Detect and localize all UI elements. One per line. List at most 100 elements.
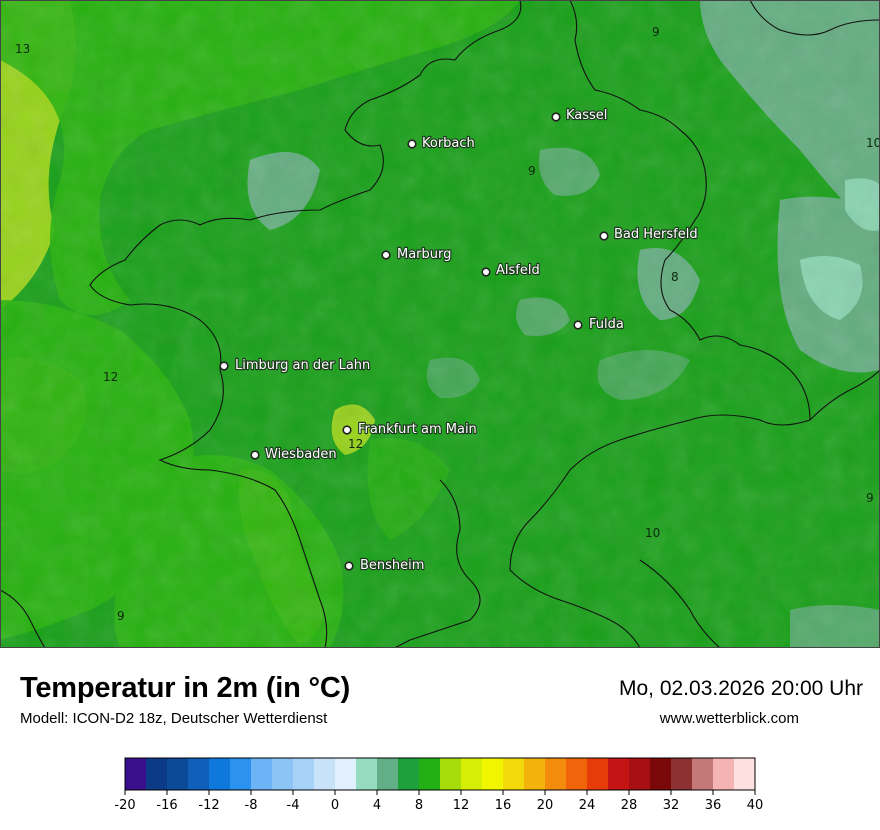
- isoline-label: 10: [866, 136, 880, 150]
- legend-swatch: [482, 758, 504, 790]
- city-korbach[interactable]: Korbach: [407, 135, 476, 152]
- city-label: Marburg: [397, 247, 451, 262]
- legend-swatch: [713, 758, 735, 790]
- legend-swatch: [650, 758, 672, 790]
- legend-swatch: [692, 758, 714, 790]
- city-dot: [250, 450, 260, 460]
- legend-swatch: [671, 758, 693, 790]
- legend-swatch: [146, 758, 168, 790]
- city-label: Frankfurt am Main: [358, 422, 477, 437]
- legend-swatch: [167, 758, 189, 790]
- legend-swatch: [545, 758, 567, 790]
- city-label: Fulda: [589, 317, 624, 332]
- legend-swatch: [335, 758, 357, 790]
- map-texture: [0, 0, 880, 648]
- hesse-border-east: [509, 0, 811, 648]
- isoline-label: 8: [671, 270, 679, 284]
- legend-swatch: [230, 758, 252, 790]
- legend-swatches: [124, 757, 756, 791]
- website-link[interactable]: www.wetterblick.com: [659, 710, 799, 727]
- legend-ticks: -20 -16 -12 -8 -4 0 4 8 12 16 20 24 28 32 36 40: [114, 790, 763, 813]
- isoline-label: 9: [652, 25, 660, 39]
- isoline-label: 10: [645, 526, 660, 540]
- legend-tick-label: 24: [579, 798, 596, 813]
- west-border: [0, 589, 46, 648]
- city-label: Kassel: [566, 108, 607, 123]
- isoline-label: 9: [117, 609, 125, 623]
- legend-swatch: [272, 758, 294, 790]
- color-legend: -20 -16 -12 -8 -4 0 4 8 12 16 20 24 28 32 36 40: [114, 757, 763, 813]
- isoline-labels: 13 9 10 9 8 12 12 9 10 9: [15, 25, 880, 623]
- legend-swatch: [629, 758, 651, 790]
- city-dot: [219, 361, 229, 371]
- legend-swatch: [734, 758, 756, 790]
- legend-swatch: [356, 758, 378, 790]
- legend-tick-label: 28: [621, 798, 638, 813]
- city-markers: Kassel Korbach Bad Hersfeld Marburg Alsf…: [219, 107, 699, 574]
- isoline-label: 12: [348, 437, 363, 451]
- east-border-lower: [809, 369, 880, 421]
- legend-swatch: [461, 758, 483, 790]
- legend-tick-label: 0: [331, 798, 339, 813]
- south-east-border: [639, 559, 721, 648]
- east-border: [749, 0, 880, 36]
- isoline-label: 9: [866, 491, 874, 505]
- legend-tick-label: -20: [114, 798, 135, 813]
- legend-tick-label: 12: [453, 798, 470, 813]
- legend-swatch: [566, 758, 588, 790]
- legend-tick-label: -16: [156, 798, 177, 813]
- legend-swatch: [608, 758, 630, 790]
- city-marburg[interactable]: Marburg: [381, 246, 453, 263]
- legend-tick-label: -12: [198, 798, 219, 813]
- legend-tick-label: -8: [245, 798, 258, 813]
- city-alsfeld[interactable]: Alsfeld: [481, 262, 541, 279]
- city-label: Bensheim: [360, 558, 424, 573]
- south-border: [394, 479, 481, 648]
- state-borders: [0, 0, 880, 648]
- isoline-label: 13: [15, 42, 30, 56]
- city-label: Korbach: [422, 136, 475, 151]
- legend-swatch: [314, 758, 336, 790]
- legend-swatch: [251, 758, 273, 790]
- city-frankfurt[interactable]: Frankfurt am Main: [342, 421, 478, 438]
- city-bensheim[interactable]: Bensheim: [344, 557, 426, 574]
- city-dot: [551, 112, 561, 122]
- city-bad-hersfeld[interactable]: Bad Hersfeld: [599, 226, 699, 243]
- legend-swatch: [398, 758, 420, 790]
- city-dot: [342, 425, 352, 435]
- city-label: Bad Hersfeld: [614, 227, 698, 242]
- city-dot: [481, 267, 491, 277]
- hesse-border: [89, 0, 522, 648]
- legend-swatch: [209, 758, 231, 790]
- legend-swatch: [125, 758, 147, 790]
- legend-tick-label: 32: [663, 798, 680, 813]
- city-dot: [599, 231, 609, 241]
- legend-tick-label: 36: [705, 798, 722, 813]
- legend-swatch: [377, 758, 399, 790]
- legend-swatch: [440, 758, 462, 790]
- city-dot: [381, 250, 391, 260]
- city-dot: [407, 139, 417, 149]
- city-kassel[interactable]: Kassel: [551, 107, 609, 124]
- legend-tick-label: 40: [747, 798, 764, 813]
- legend-frame: [124, 757, 756, 791]
- city-label: Alsfeld: [496, 263, 540, 278]
- city-fulda[interactable]: Fulda: [573, 316, 625, 333]
- city-wiesbaden[interactable]: Wiesbaden: [250, 446, 338, 463]
- city-label: Wiesbaden: [265, 447, 337, 462]
- city-dot: [573, 320, 583, 330]
- map-title: Temperatur in 2m (in °C): [20, 672, 351, 704]
- city-limburg[interactable]: Limburg an der Lahn: [219, 357, 371, 374]
- legend-swatch: [293, 758, 315, 790]
- legend-swatch: [419, 758, 441, 790]
- legend-tick-label: 8: [415, 798, 423, 813]
- legend-tick-label: 20: [537, 798, 554, 813]
- city-dot: [344, 561, 354, 571]
- legend-swatch: [524, 758, 546, 790]
- isoline-label: 9: [528, 164, 536, 178]
- forecast-datetime: Mo, 02.03.2026 20:00 Uhr: [618, 677, 863, 700]
- legend-tick-label: 16: [495, 798, 512, 813]
- legend-swatch: [188, 758, 210, 790]
- temperature-map[interactable]: 13 9 10 9 8 12 12 9 10 9 Kassel Korbach …: [0, 0, 880, 648]
- legend-tick-label: -4: [287, 798, 300, 813]
